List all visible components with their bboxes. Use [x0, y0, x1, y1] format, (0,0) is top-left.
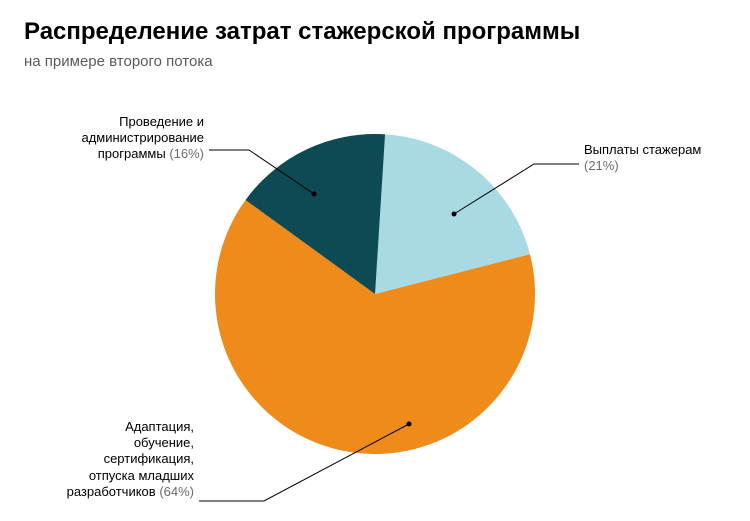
slice-label-adaptation: Адаптация, обучение, сертификация, отпус…: [64, 419, 194, 500]
pie-slices: [215, 134, 535, 454]
slice-label-payments: Выплаты стажерам (21%): [584, 142, 724, 175]
slice-label-pct: (21%): [584, 158, 619, 173]
leader-dot-admin: [312, 191, 317, 196]
slice-label-pct: (16%): [169, 146, 204, 161]
leader-dot-payments: [452, 211, 457, 216]
chart-subtitle: на примере второго потока: [24, 53, 726, 70]
pie-chart: Выплаты стажерам (21%) Адаптация, обучен…: [24, 74, 726, 514]
leader-dot-adaptation: [407, 421, 412, 426]
slice-label-admin: Проведение и администрирование программы…: [44, 114, 204, 163]
slice-label-text: Выплаты стажерам: [584, 142, 701, 157]
slice-label-pct: (64%): [159, 484, 194, 499]
chart-title: Распределение затрат стажерской программ…: [24, 18, 726, 47]
